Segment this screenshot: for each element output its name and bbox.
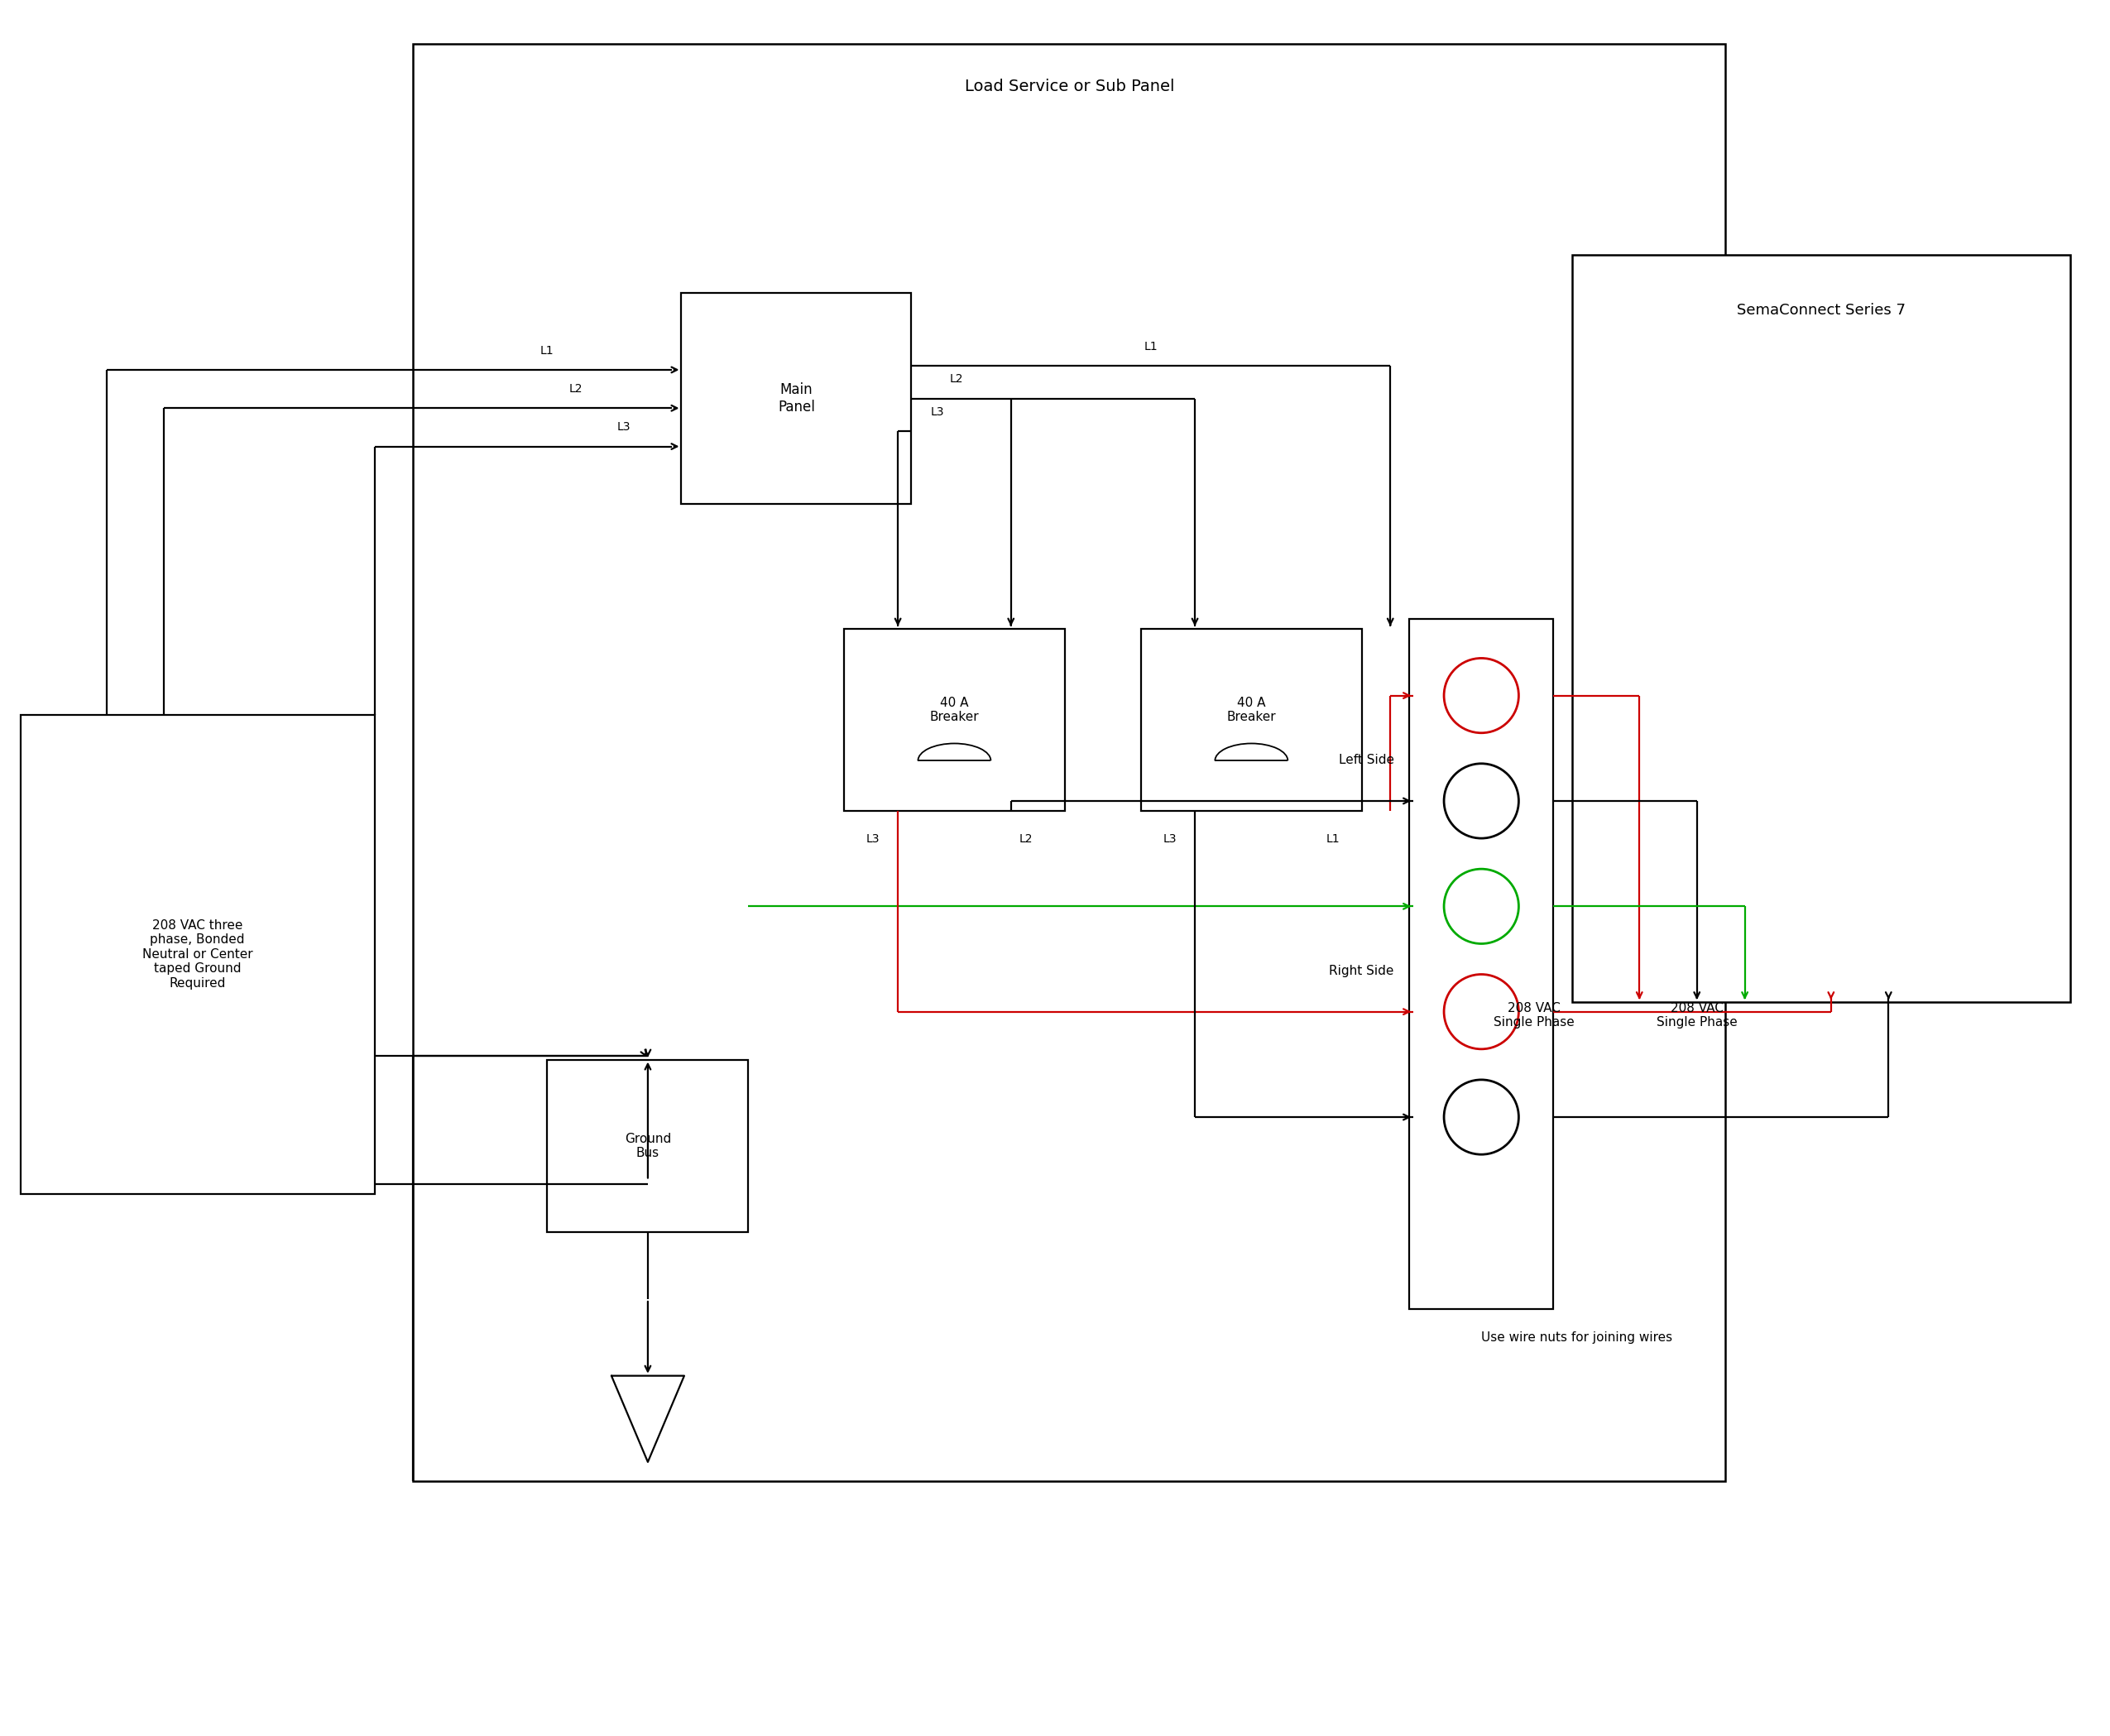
Text: 208 VAC three
phase, Bonded
Neutral or Center
taped Ground
Required: 208 VAC three phase, Bonded Neutral or C… [141,920,253,990]
Text: L2: L2 [1019,833,1034,845]
Text: L3: L3 [616,422,631,432]
Text: L1: L1 [1325,833,1340,845]
Bar [21,715,376,1194]
Text: Main
Panel: Main Panel [779,382,814,415]
Text: L3: L3 [931,406,943,418]
Text: Use wire nuts for joining wires: Use wire nuts for joining wires [1481,1332,1673,1344]
Bar [1572,255,2070,1002]
Text: L1: L1 [1144,340,1158,352]
Text: L2: L2 [570,384,582,394]
Text: 40 A
Breaker: 40 A Breaker [1226,696,1277,724]
Bar [546,1059,749,1233]
Text: 40 A
Breaker: 40 A Breaker [931,696,979,724]
Text: Load Service or Sub Panel: Load Service or Sub Panel [964,78,1175,94]
Text: Ground
Bus: Ground Bus [625,1132,671,1160]
Text: Left Side: Left Side [1338,753,1395,767]
Text: Right Side: Right Side [1329,965,1395,977]
Text: L2: L2 [949,373,964,385]
Bar [414,43,1726,1481]
Bar [682,293,912,503]
Bar [1409,620,1553,1309]
Text: SemaConnect Series 7: SemaConnect Series 7 [1737,302,1905,318]
Bar [844,628,1066,811]
Text: L3: L3 [1163,833,1177,845]
Text: L3: L3 [865,833,880,845]
Bar [1142,628,1361,811]
Text: 208 VAC
Single Phase: 208 VAC Single Phase [1494,1002,1574,1029]
Text: 208 VAC
Single Phase: 208 VAC Single Phase [1656,1002,1737,1029]
Text: L1: L1 [540,345,555,356]
